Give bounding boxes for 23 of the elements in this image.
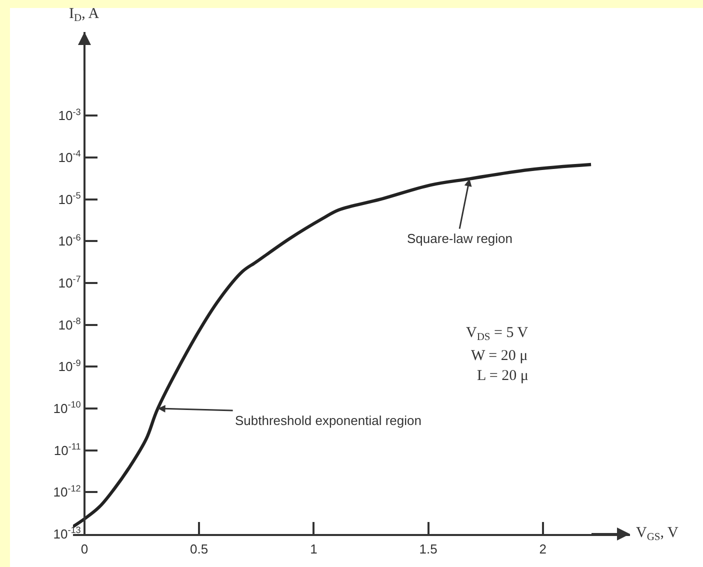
y-tick-label: 10$^{-10}$ xyxy=(53,400,81,416)
y-axis-title: I$_{D}$, A xyxy=(69,6,100,24)
annotation: Subthreshold exponential region xyxy=(235,413,422,428)
y-tick-label: 10$^{-7}$ xyxy=(58,274,81,291)
y-tick-label: 10$^{-6}$ xyxy=(58,232,81,249)
annotation: L = 20 μ xyxy=(477,368,528,384)
annotation: V$_{DS}$ = 5 V xyxy=(466,325,528,344)
x-tick-label: 2 xyxy=(539,542,547,557)
y-tick-label: 10$^{-12}$ xyxy=(53,483,81,500)
y-tick-label: 10$^{-11}$ xyxy=(54,441,81,458)
y-tick-label: 10$^{-9}$ xyxy=(58,358,81,374)
annotation: Square-law region xyxy=(407,231,513,246)
x-tick-label: 1.5 xyxy=(419,542,438,557)
y-tick-label: 10$^{-3}$ xyxy=(58,106,81,124)
annotation: W = 20 μ xyxy=(471,348,528,364)
y-tick-label: 10$^{-8}$ xyxy=(58,316,81,332)
x-tick-label: 0 xyxy=(80,542,88,557)
x-axis-title: V$_{GS}$, V xyxy=(636,525,679,544)
y-tick-label: 10$^{-4}$ xyxy=(58,148,81,166)
x-tick-label: 1 xyxy=(310,542,318,557)
y-tick-label: 10$^{-5}$ xyxy=(58,190,81,207)
x-tick-label: 0.5 xyxy=(190,542,208,557)
y-tick-label: 10$^{-13}$ xyxy=(53,525,81,542)
